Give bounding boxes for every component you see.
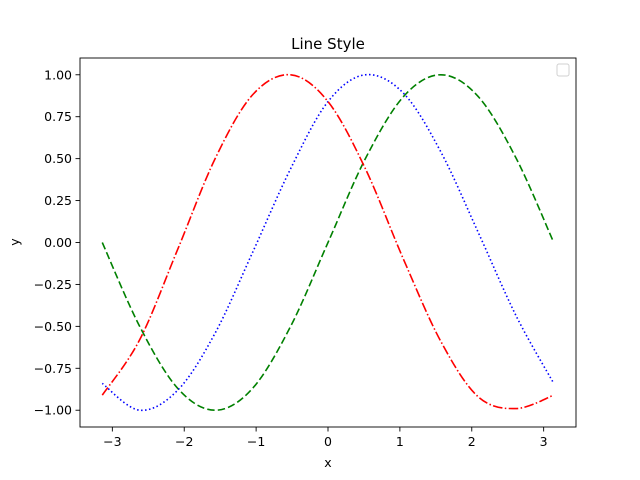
y-tick-label: −1.00: [34, 403, 72, 418]
x-tick-label: 1: [396, 434, 404, 449]
y-tick-label: 0.50: [44, 151, 72, 166]
y-tick-label: 0.00: [44, 235, 72, 250]
x-tick-label: 2: [468, 434, 476, 449]
x-tick-label: 3: [540, 434, 548, 449]
series-line-dashed: [101, 73, 555, 412]
y-tick-label: 1.00: [44, 67, 72, 82]
x-tick-label: −2: [175, 434, 193, 449]
axes: −3 −2 −1 0 1 2 3 −1.00 −0.75 −0.50 −0.25 0.00 0.25 0.…: [34, 57, 577, 449]
y-tick-label: 0.25: [44, 193, 72, 208]
y-tick-label: −0.50: [34, 319, 72, 334]
x-tick-label: −1: [247, 434, 265, 449]
x-tick-label: −3: [103, 434, 121, 449]
series-line-dotted: [101, 73, 555, 412]
y-tick-label: 0.75: [44, 109, 72, 124]
y-axis-label: y: [7, 238, 22, 246]
series-line-dashdot: [101, 73, 555, 410]
y-tick-label: −0.75: [34, 361, 72, 376]
chart-title: Line Style: [291, 35, 365, 53]
legend: [556, 63, 570, 77]
y-tick-label: −0.25: [34, 277, 72, 292]
x-tick-label: 0: [324, 434, 332, 449]
x-axis-label: x: [324, 455, 331, 470]
plot-area: [101, 73, 555, 412]
